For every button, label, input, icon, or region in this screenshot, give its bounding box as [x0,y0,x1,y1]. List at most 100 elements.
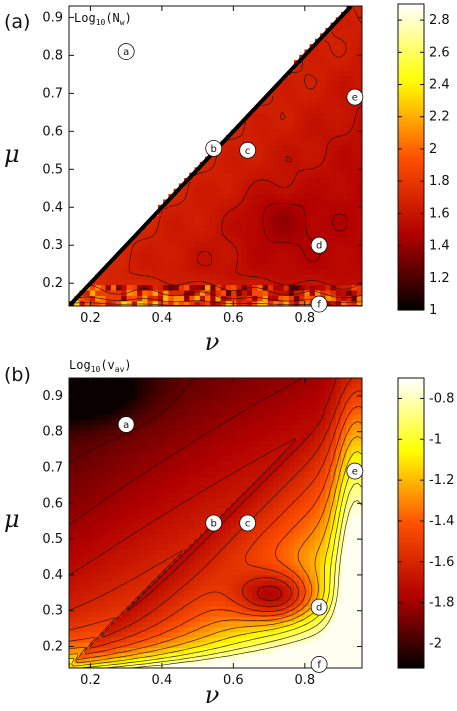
panel-a-heat-cell [293,284,300,291]
panel-a-heat-cell [131,97,138,104]
panel-a-heat-cell [356,6,362,12]
panel-b-heat-cell [152,481,159,488]
panel-a-heat-cell [220,273,227,280]
panel-a-heat-cell [89,32,96,39]
panel-a-heat-cell [288,257,295,264]
panel-a-heat-cell [293,48,300,55]
panel-a-heat-cell [105,295,112,302]
panel-a-heat-cell [299,225,306,232]
panel-a-heat-cell [142,172,149,179]
panel-b-heat-cell [157,517,164,524]
panel-b-heat-cell [189,471,196,477]
panel-a-heat-cell [105,97,112,104]
panel-a-heat-cell [147,38,154,45]
panel-b-heat-cell [79,559,86,566]
panel-b-heat-cell [105,538,112,545]
panel-a-heat-cell [320,263,326,270]
panel-a-heat-cell [346,268,353,275]
panel-a-heat-cell [137,27,143,34]
panel-a-heat-cell [278,139,285,146]
panel-a-heat-cell [241,166,248,173]
panel-a-heat-cell [335,38,342,45]
panel-b-heat-cell [152,403,159,410]
panel-a-colorbar-segment [398,195,424,199]
panel-a-heat-cell [225,241,232,248]
panel-a-heat-cell [189,214,196,221]
panel-a-heat-cell [320,107,326,114]
panel-b-heat-cell [194,554,201,560]
panel-b-heat-cell [178,450,185,457]
panel-b-heat-cell [205,574,211,581]
panel-b-heat-cell [210,502,217,509]
panel-b-heat-cell [131,626,138,633]
panel-a-heat-cell [110,166,117,173]
panel-b-heat-cell [199,429,206,436]
panel-a-heat-cell [257,81,264,87]
panel-a-heat-cell [69,16,75,23]
panel-a-heat-cell [157,6,164,12]
panel-a-heat-cell [246,161,253,168]
panel-a-heat-cell [116,220,122,227]
panel-a-colorbar-segment [398,230,424,235]
panel-b-heat-cell [95,476,101,483]
panel-a-heat-cell [246,134,253,141]
panel-b-heat-cell [163,611,170,617]
panel-a-heat-cell [116,300,122,306]
panel-a-heat-cell [314,139,321,146]
panel-a-heat-cell [95,252,101,259]
panel-b-heat-cell [105,388,112,395]
panel-a-heat-cell [184,252,190,259]
panel-a-heat-cell [304,54,311,61]
panel-b-heat-cell [89,569,96,576]
panel-a-heat-cell [100,75,107,82]
panel-a-heat-cell [351,300,358,306]
panel-a-heat-cell [273,11,279,18]
panel-a-heat-cell [126,22,133,29]
panel-b-heat-cell [69,481,75,488]
panel-b-heat-cell [89,631,96,638]
panel-a-heat-cell [309,279,316,286]
panel-a-heat-cell [199,16,206,23]
panel-a-heat-cell [184,59,190,66]
panel-a-heat-cell [137,156,143,162]
panel-b-heat-cell [168,403,175,410]
panel-a-heat-cell [178,284,185,291]
panel-b-heat-cell [116,533,122,540]
panel-a-heat-cell [95,97,101,104]
panel-b-heat-cell [105,564,112,571]
panel-a-heat-cell [157,70,164,77]
panel-a-heat-cell [110,263,117,270]
panel-b-heat-cell [69,590,75,597]
panel-a-heat-cell [152,214,159,221]
panel-a-heat-cell [351,263,358,270]
panel-b-heat-cell [152,460,159,467]
panel-a-heat-cell [241,6,248,12]
panel-a-heat-cell [215,16,222,23]
panel-a-heat-cell [257,70,264,77]
panel-a-heat-cell [131,145,138,152]
panel-a-heat-cell [184,295,190,302]
panel-b-heat-cell [89,429,96,436]
panel-b-heat-cell [121,642,128,648]
panel-b-heat-cell [121,388,128,395]
panel-a-heat-cell [236,182,243,189]
panel-a-heat-cell [152,145,159,152]
panel-b-heat-cell [84,445,91,452]
panel-a-heat-cell [89,231,96,237]
panel-b-heat-cell [168,455,175,462]
panel-a-heat-cell [299,257,306,264]
panel-a-heat-cell [215,273,222,280]
panel-a-heat-cell [142,32,149,39]
panel-a-heat-cell [131,70,138,77]
panel-a-heat-cell [309,231,316,237]
panel-a-colorbar-segment [398,210,424,214]
panel-a-heat-cell [335,123,342,130]
panel-a-heat-cell [225,263,232,270]
panel-a-heat-cell [246,48,253,55]
panel-a-heat-cell [194,91,201,98]
panel-a-heat-cell [262,27,269,34]
panel-b-heat-cell [69,533,75,540]
panel-b-heat-cell [69,517,75,524]
panel-b-heat-cell [116,595,122,602]
panel-a-heat-cell [346,193,353,200]
